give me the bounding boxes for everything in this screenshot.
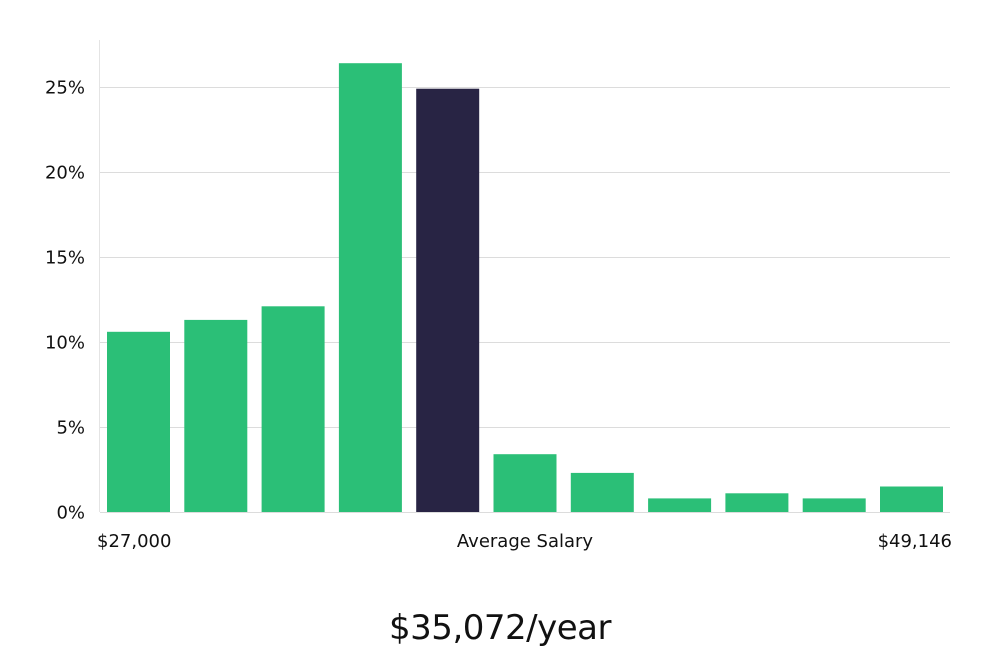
y-tick-label: 5% (56, 418, 85, 439)
y-tick-label: 20% (45, 163, 85, 184)
bar (725, 493, 789, 512)
x-min-label: $27,000 (97, 531, 171, 552)
x-max-label: $49,146 (878, 531, 952, 552)
bar (880, 486, 943, 512)
bars (107, 63, 943, 512)
bar (107, 331, 170, 512)
bar (338, 63, 402, 512)
bar-average-salary (416, 88, 480, 512)
bar (570, 472, 634, 512)
y-tick-label: 10% (45, 333, 85, 354)
y-axis-ticks: 0% 5% 10% 15% 20% 25% (45, 78, 85, 524)
bar (802, 498, 866, 512)
bar (493, 454, 557, 512)
bar (261, 306, 325, 512)
y-tick-label: 0% (56, 503, 85, 524)
bar (648, 498, 712, 512)
y-tick-label: 15% (45, 248, 85, 269)
salary-histogram: 0%5%10%15%20%25% $27,000 Average Salary … (45, 40, 952, 552)
average-salary-value: $35,072/year (389, 608, 611, 648)
x-axis-label: Average Salary (457, 531, 594, 552)
bar (184, 319, 248, 512)
y-tick-label: 25% (45, 78, 85, 99)
